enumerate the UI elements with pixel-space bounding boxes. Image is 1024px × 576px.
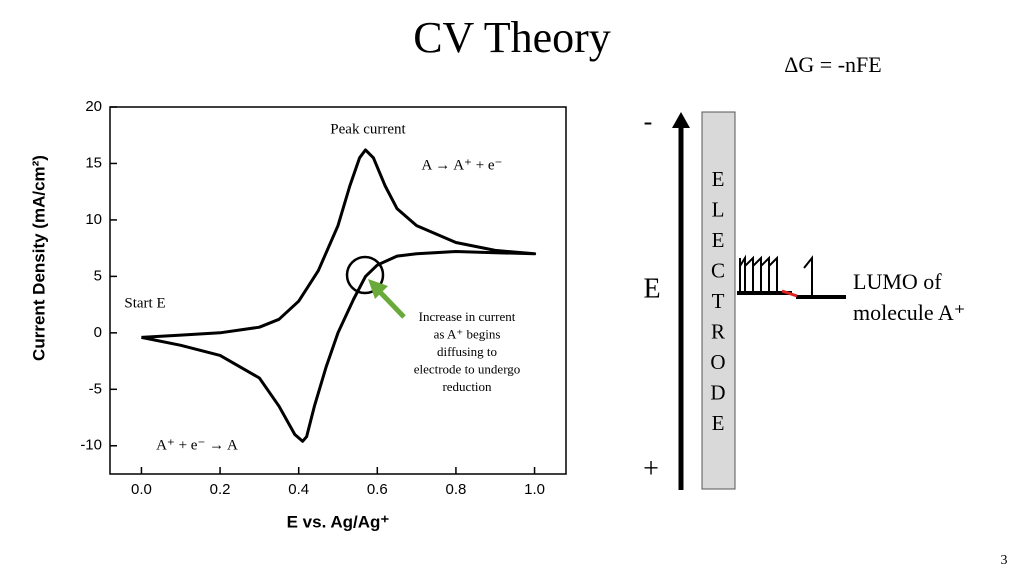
highlight-circle: [345, 255, 385, 295]
minus-sign: -: [644, 107, 653, 136]
peak-annotation: Peak current: [330, 121, 406, 137]
electrode-letter: E: [712, 411, 725, 435]
electrode: [701, 111, 736, 490]
y-tick-label: 20: [85, 98, 102, 115]
y-tick-label: 10: [85, 211, 102, 228]
y-tick-label: -10: [80, 437, 102, 454]
page-number: 3: [1001, 553, 1008, 568]
electron-arrows: [739, 254, 813, 295]
x-axis-label: E vs. Ag/Ag⁺: [287, 512, 390, 531]
reduction-annotation: A⁺ + e⁻ → A: [156, 437, 238, 453]
energy-label: E: [643, 273, 660, 304]
plus-sign: +: [643, 453, 659, 484]
y-tick-label: 15: [85, 154, 102, 171]
y-tick-label: 0: [94, 324, 102, 341]
transfer-arrow: [781, 289, 798, 298]
lumo-line-1: LUMO of: [853, 269, 942, 294]
y-tick-label: -5: [89, 380, 102, 397]
y-axis-label: Current Density (mA/cm²): [29, 155, 48, 361]
increase-annotation-line: electrode to undergo: [414, 361, 521, 376]
energy-arrowhead: [672, 112, 690, 128]
x-tick-label: 0.2: [210, 481, 231, 498]
electrode-letter: E: [712, 228, 725, 252]
plot-frame: [109, 106, 567, 475]
electrode-letter: C: [711, 258, 725, 282]
electrode-letter: O: [710, 350, 725, 374]
increase-annotation-line: reduction: [442, 379, 492, 394]
electrode-letter: L: [712, 197, 725, 221]
x-tick-label: 0.0: [131, 481, 152, 498]
oxidation-annotation: A → A⁺ + e⁻: [422, 157, 503, 173]
lumo-line-2: molecule A⁺: [853, 300, 965, 325]
cv-curve: [141, 148, 537, 443]
pointer-arrowhead: [368, 279, 388, 299]
slide-title: CV Theory: [413, 13, 611, 62]
electrode-letter: E: [712, 167, 725, 191]
increase-annotation-line: diffusing to: [437, 344, 497, 359]
x-tick-label: 0.8: [446, 481, 467, 498]
electrode-letter: D: [710, 380, 725, 404]
equation: ΔG = -nFE: [784, 52, 881, 77]
electrode-letter: R: [711, 319, 725, 343]
x-tick-label: 0.4: [288, 481, 309, 498]
increase-annotation-line: as A⁺ begins: [434, 326, 501, 341]
electrode-letter: T: [712, 289, 725, 313]
x-tick-label: 1.0: [524, 481, 545, 498]
increase-annotation-line: Increase in current: [419, 309, 516, 324]
y-tick-label: 5: [94, 267, 102, 284]
start-annotation: Start E: [124, 295, 165, 311]
pointer-arrow: [378, 290, 406, 319]
x-tick-label: 0.6: [367, 481, 388, 498]
